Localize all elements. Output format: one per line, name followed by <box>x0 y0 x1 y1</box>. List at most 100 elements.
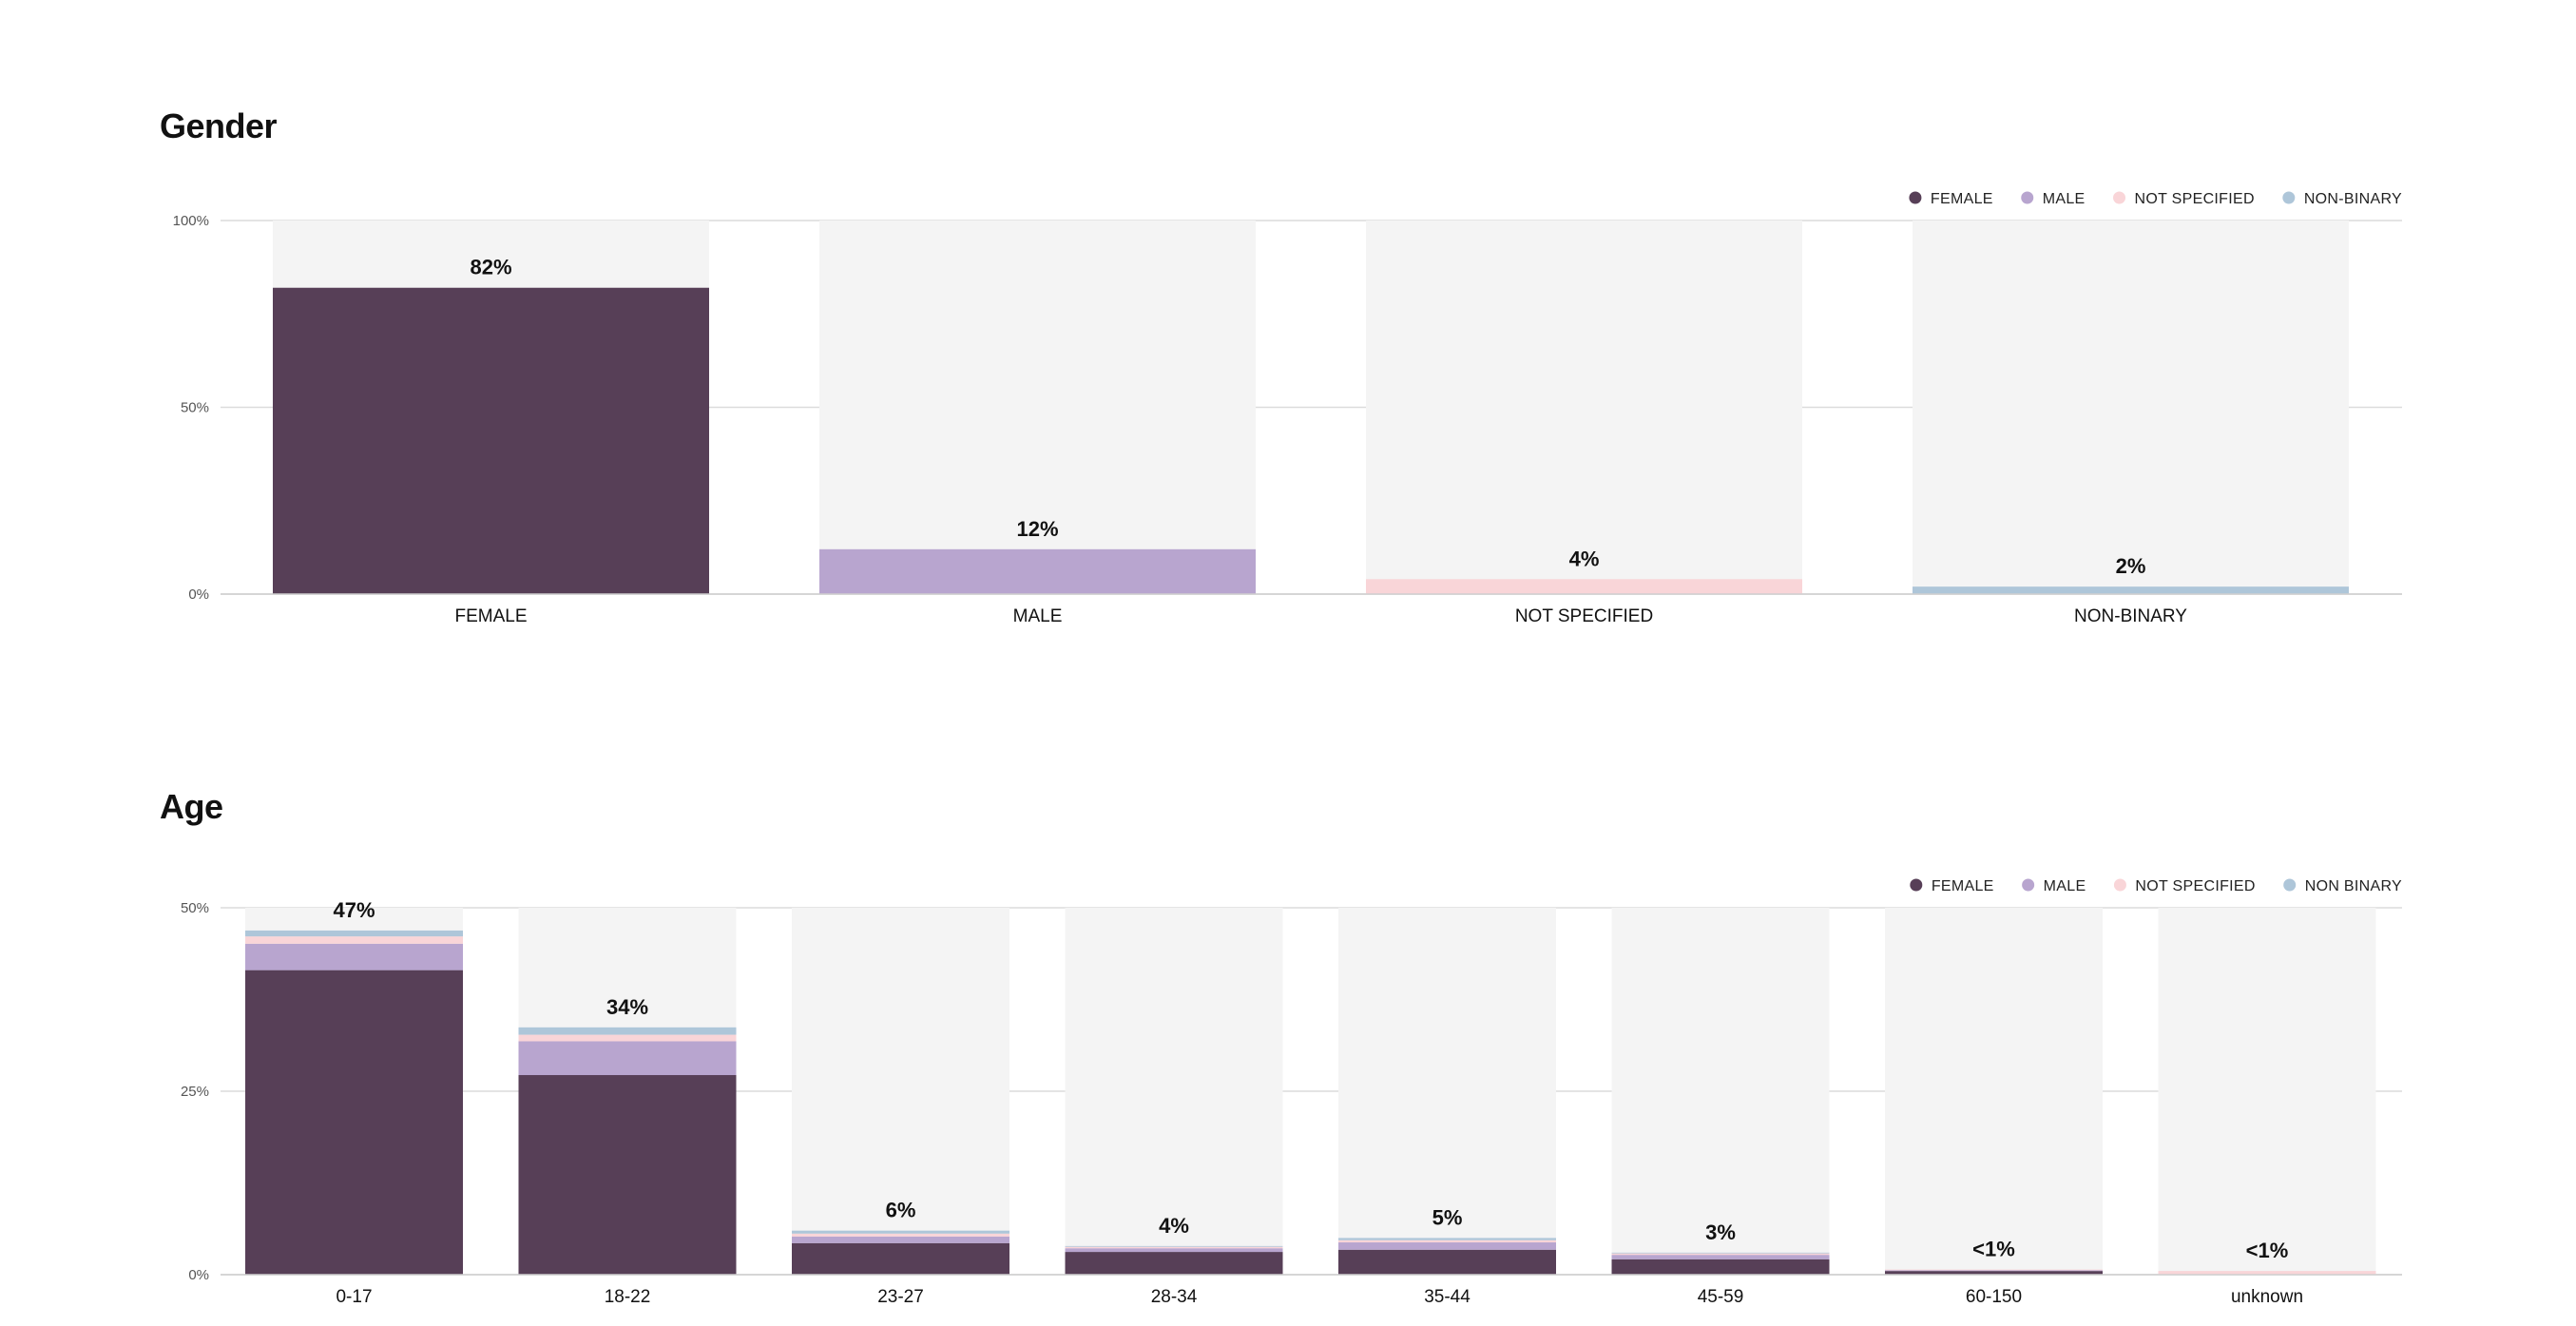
y-tick-label: 25% <box>181 1084 209 1100</box>
legend-swatch <box>2021 191 2034 204</box>
bar-background <box>1338 908 1556 1275</box>
legend-label: MALE <box>2044 878 2086 894</box>
bar-group-female: 82% FEMALE <box>273 221 709 626</box>
data-label: 3% <box>1705 1220 1736 1244</box>
y-tick-label: 50% <box>181 900 209 916</box>
bar-group-35-44: 5% 35-44 <box>1338 908 1556 1307</box>
bar-group-60-150: <1% 60-150 <box>1885 908 2103 1307</box>
bar-background <box>819 221 1256 594</box>
x-category-label: MALE <box>1013 606 1063 626</box>
x-category-label: 0-17 <box>336 1287 372 1307</box>
y-tick-label: 50% <box>181 400 209 416</box>
legend-label: NOT SPECIFIED <box>2135 191 2255 207</box>
bar-background <box>1065 908 1283 1275</box>
legend-item-non-binary: NON-BINARY <box>2282 191 2402 207</box>
age-section-title: Age <box>160 787 223 826</box>
bar-segment-not-specified <box>792 1233 1009 1237</box>
legend-swatch <box>2283 878 2297 892</box>
gender-section-title: Gender <box>160 106 278 145</box>
legend-item-female: FEMALE <box>1910 878 1993 894</box>
bar <box>819 548 1256 594</box>
bar <box>1913 586 2349 594</box>
legend-label: MALE <box>2043 191 2086 207</box>
legend-item-male: MALE <box>2022 878 2086 894</box>
data-label: 2% <box>2116 554 2146 578</box>
x-category-label: NOT SPECIFIED <box>1515 606 1653 626</box>
bar <box>1366 579 1802 594</box>
bar-group-18-22: 34% 18-22 <box>518 908 737 1307</box>
legend-swatch <box>1909 191 1922 204</box>
data-label: 4% <box>1569 547 1600 570</box>
data-label: 12% <box>1016 517 1058 541</box>
x-category-label: 60-150 <box>1966 1287 2022 1307</box>
data-label: 5% <box>1432 1205 1463 1229</box>
bar-segment-not-specified <box>1611 1253 1830 1256</box>
bar-segment-female <box>1338 1249 1556 1275</box>
bar-segment-not-specified <box>2158 1271 2376 1275</box>
legend-item-not-specified: NOT SPECIFIED <box>2113 878 2255 894</box>
bar-group-23-27: 6% 23-27 <box>792 908 1009 1307</box>
y-tick-label: 0% <box>188 1267 209 1283</box>
bar-segment-non-binary <box>1611 1252 1830 1254</box>
x-category-label: 18-22 <box>605 1287 651 1307</box>
bar-background <box>1611 908 1830 1275</box>
bar-segment-non-binary <box>245 930 463 937</box>
legend-label: FEMALE <box>1931 191 1993 207</box>
legend-swatch <box>2022 878 2035 892</box>
bar-segment-male <box>245 943 463 970</box>
gender-chart: 0% 50% 100% NON-BINARY NOT SPECIFIED MALE FEMA… <box>173 191 2402 626</box>
x-category-label: unknown <box>2231 1287 2303 1307</box>
bar-group-28-34: 4% 28-34 <box>1065 908 1283 1307</box>
bar-segment-female <box>1065 1252 1283 1275</box>
x-category-label: 23-27 <box>877 1287 924 1307</box>
data-label: 82% <box>470 256 511 279</box>
bar-background <box>1885 908 2103 1275</box>
legend-item-female: FEMALE <box>1909 191 1992 207</box>
bar-group-0-17: 47% 0-17 <box>245 898 463 1307</box>
bar-segment-not-specified <box>1338 1240 1556 1243</box>
x-category-label: 45-59 <box>1698 1287 1744 1307</box>
bar-segment-male <box>518 1041 737 1076</box>
bar-segment-not-specified <box>245 936 463 944</box>
age-chart: 0% 25% 50% NON BINARY NOT SPECIFIED MALE FEMAL… <box>181 878 2402 1307</box>
data-label: 34% <box>606 995 648 1019</box>
legend-label: FEMALE <box>1932 878 1994 894</box>
bar-group-unknown: <1% unknown <box>2158 908 2376 1307</box>
data-label: 6% <box>886 1199 916 1222</box>
legend-item-non-binary: NON BINARY <box>2283 878 2402 894</box>
bar-segment-not-specified <box>1885 1269 2103 1271</box>
bar-segment-male <box>1885 1270 2103 1272</box>
bar-background <box>1913 221 2349 594</box>
data-label: <1% <box>1972 1238 2015 1261</box>
legend-swatch <box>2282 191 2296 204</box>
bar-group-male: 12% MALE <box>819 221 1256 626</box>
x-category-label: 28-34 <box>1151 1287 1198 1307</box>
legend-label: NON BINARY <box>2305 878 2402 894</box>
bar-segment-non-binary <box>792 1230 1009 1234</box>
y-tick-label: 0% <box>188 586 209 603</box>
legend-label: NOT SPECIFIED <box>2135 878 2255 894</box>
bar-segment-non-binary <box>1065 1245 1283 1247</box>
bar-group-not-specified: 4% NOT SPECIFIED <box>1366 221 1802 626</box>
bar-segment-male <box>1065 1248 1283 1253</box>
x-category-label: 35-44 <box>1424 1287 1471 1307</box>
bar-group-non-binary: 2% NON-BINARY <box>1913 221 2349 626</box>
bar <box>273 287 709 594</box>
bar-segment-not-specified <box>518 1034 737 1042</box>
bar-segment-non-binary <box>1338 1238 1556 1240</box>
legend-item-male: MALE <box>2021 191 2085 207</box>
data-label: 47% <box>333 898 375 922</box>
bar-segment-female <box>792 1242 1009 1275</box>
data-label: <1% <box>2246 1239 2289 1262</box>
y-tick-label: 100% <box>173 213 209 229</box>
legend-item-not-specified: NOT SPECIFIED <box>2113 191 2255 207</box>
legend-swatch <box>1910 878 1923 892</box>
bar-background <box>792 908 1009 1275</box>
bar-segment-female <box>1611 1259 1830 1275</box>
x-category-label: FEMALE <box>454 606 527 626</box>
bar-segment-female <box>518 1075 737 1275</box>
legend-swatch <box>2113 191 2126 204</box>
legend-label: NON-BINARY <box>2304 191 2402 207</box>
bar-segment-non-binary <box>518 1027 737 1035</box>
bar-segment-male <box>792 1236 1009 1243</box>
